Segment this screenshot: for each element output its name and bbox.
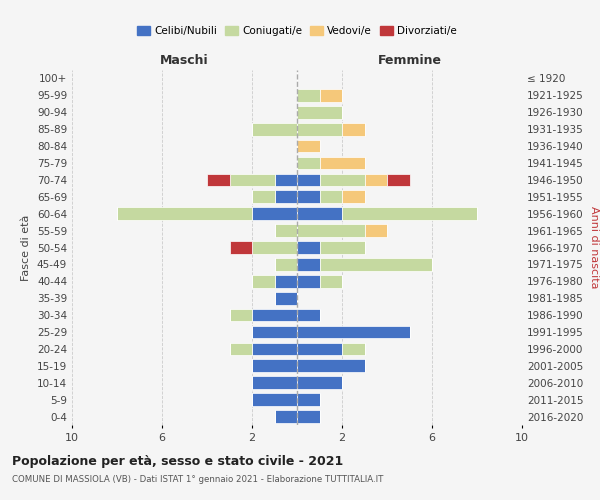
Bar <box>342 190 365 203</box>
Text: Maschi: Maschi <box>160 54 209 66</box>
Bar <box>275 410 297 423</box>
Bar <box>117 208 252 220</box>
Bar <box>229 241 252 254</box>
Bar <box>320 89 342 102</box>
Y-axis label: Fasce di età: Fasce di età <box>22 214 31 280</box>
Bar <box>297 156 320 170</box>
Bar <box>252 208 297 220</box>
Bar <box>275 292 297 304</box>
Bar <box>297 326 409 338</box>
Bar <box>275 258 297 270</box>
Bar <box>229 174 275 186</box>
Bar <box>252 309 297 322</box>
Bar <box>275 190 297 203</box>
Bar <box>342 123 365 136</box>
Legend: Celibi/Nubili, Coniugati/e, Vedovi/e, Divorziati/e: Celibi/Nubili, Coniugati/e, Vedovi/e, Di… <box>133 22 461 40</box>
Bar <box>252 342 297 355</box>
Bar <box>297 410 320 423</box>
Bar <box>229 309 252 322</box>
Bar <box>252 275 275 287</box>
Bar <box>297 275 320 287</box>
Bar <box>207 174 229 186</box>
Bar <box>320 156 365 170</box>
Bar <box>387 174 409 186</box>
Text: COMUNE DI MASSIOLA (VB) - Dati ISTAT 1° gennaio 2021 - Elaborazione TUTTITALIA.I: COMUNE DI MASSIOLA (VB) - Dati ISTAT 1° … <box>12 475 383 484</box>
Bar <box>365 174 387 186</box>
Text: Femmine: Femmine <box>377 54 442 66</box>
Bar <box>297 123 342 136</box>
Bar <box>320 275 342 287</box>
Bar <box>297 89 320 102</box>
Bar <box>252 376 297 389</box>
Bar <box>320 258 432 270</box>
Text: Popolazione per età, sesso e stato civile - 2021: Popolazione per età, sesso e stato civil… <box>12 455 343 468</box>
Bar <box>297 258 320 270</box>
Bar <box>297 342 342 355</box>
Bar <box>275 224 297 237</box>
Y-axis label: Anni di nascita: Anni di nascita <box>589 206 599 289</box>
Bar <box>252 190 275 203</box>
Bar <box>297 394 320 406</box>
Bar <box>297 106 342 118</box>
Bar <box>252 123 297 136</box>
Bar <box>297 208 342 220</box>
Bar <box>320 190 342 203</box>
Bar <box>297 241 320 254</box>
Bar <box>342 342 365 355</box>
Bar <box>297 309 320 322</box>
Bar <box>365 224 387 237</box>
Bar <box>252 326 297 338</box>
Bar <box>252 241 297 254</box>
Bar <box>297 376 342 389</box>
Bar <box>275 275 297 287</box>
Bar <box>229 342 252 355</box>
Bar <box>320 241 365 254</box>
Bar <box>297 190 320 203</box>
Bar <box>297 224 365 237</box>
Bar <box>275 174 297 186</box>
Bar <box>320 174 365 186</box>
Bar <box>297 360 365 372</box>
Bar <box>342 208 477 220</box>
Bar <box>252 394 297 406</box>
Bar <box>297 174 320 186</box>
Bar <box>252 360 297 372</box>
Bar <box>297 140 320 152</box>
